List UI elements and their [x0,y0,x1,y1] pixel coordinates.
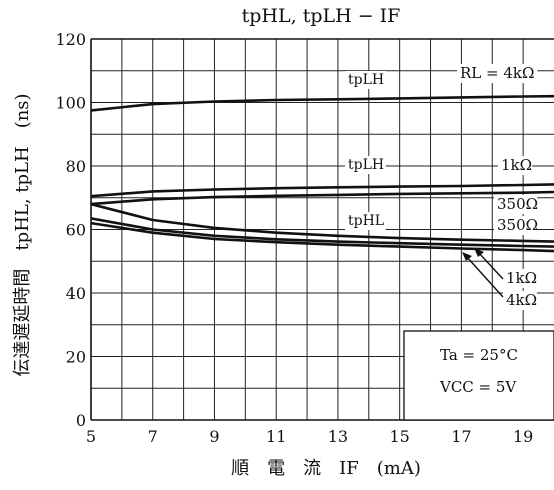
label-1k-upper: 1kΩ [501,156,532,174]
series-line [91,190,554,206]
series-lines [91,94,554,253]
x-axis-label: 順 電 流 IF (mA) [231,458,421,479]
x-tick-label: 9 [209,427,219,446]
x-tick-label: 5 [86,427,96,446]
y-tick-labels: 0 20 40 60 80 100 120 [55,30,86,430]
x-tick-label: 17 [451,427,471,446]
series-line [91,183,554,198]
y-tick-label: 20 [66,348,86,367]
conditions-box-frame [403,330,554,421]
condition-ta: Ta = 25°C [440,346,518,364]
x-tick-label: 15 [389,427,409,446]
x-tick-label: 7 [148,427,158,446]
label-tplh-4k-bg [345,71,386,89]
y-tick-label: 100 [55,94,86,113]
label-1k-lower-bg [503,269,537,288]
y-tick-label: 0 [76,411,86,430]
label-4k-lower: 4kΩ [506,291,537,309]
series-line [91,217,554,248]
y-tick-label: 120 [55,30,86,49]
label-rl-4k-bg [457,64,538,83]
label-350-upper: 350Ω [497,195,538,213]
series-line [91,94,554,112]
label-4k-lower-bg [503,291,537,310]
conditions-box: Ta = 25°C VCC = 5V [403,330,554,421]
y-tick-label: 80 [66,157,86,176]
label-350-lower-bg [494,216,538,235]
arrow-4k-lower [465,255,504,298]
arrowhead-1k-lower [474,248,484,257]
x-tick-label: 19 [513,427,533,446]
label-tphl-350-bg [345,212,386,230]
arrowhead-4k-lower [462,252,472,261]
x-tick-label: 11 [266,427,286,446]
chart-title: tpHL, tpLH − IF [242,5,401,27]
label-tphl-350: tpHL [348,213,384,229]
label-tplh-1k-bg [345,156,386,174]
series-line [91,202,554,243]
series-line [91,221,554,253]
y-axis-label: 伝達遅延時間 tpHL, tpLH (ns) [12,93,33,376]
label-1k-lower: 1kΩ [506,269,537,287]
condition-vcc: VCC = 5V [439,378,517,396]
y-tick-label: 40 [66,284,86,303]
label-350-upper-bg [494,195,538,214]
label-tplh-1k: tpLH [348,157,384,173]
y-tick-label: 60 [66,221,86,240]
arrow-1k-lower [477,251,504,280]
label-1k-upper-bg [498,156,532,175]
x-tick-labels: 5 7 9 11 13 15 17 19 [86,427,533,446]
label-350-lower: 350Ω [497,216,538,234]
curve-annotations: tpLH RL = 4kΩ tpLH 1kΩ 350Ω tpHL 350Ω 1kΩ 4kΩ [345,64,538,310]
label-tplh-4k: tpLH [348,72,384,88]
x-tick-label: 13 [328,427,348,446]
label-rl-4k: RL = 4kΩ [460,64,534,82]
